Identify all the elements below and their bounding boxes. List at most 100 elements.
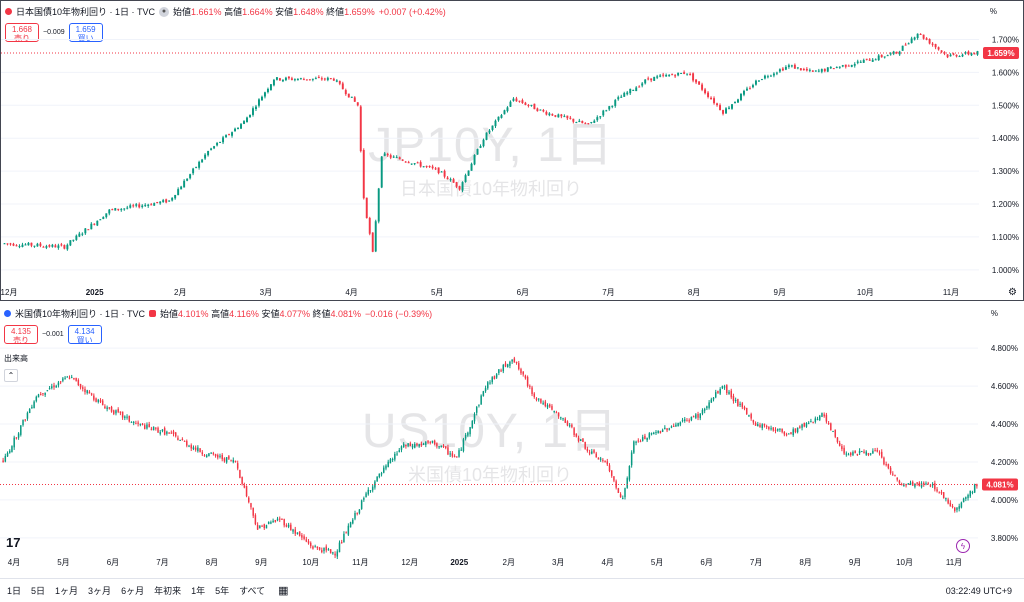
candle-body (805, 422, 808, 427)
candle-body (739, 403, 741, 405)
settings-gear-icon[interactable]: ⚙ (1008, 287, 1017, 298)
flag-marker-icon[interactable] (149, 310, 157, 317)
candle-body (656, 76, 659, 78)
x-axis-label: 11月 (946, 558, 962, 567)
us10y-chart-pane[interactable]: 米国債10年物利回り · 1日 · TVC 始値4.101% 高値4.116% … (0, 303, 1024, 578)
candle-body (148, 424, 150, 428)
range-tab[interactable]: 5日 (31, 586, 46, 596)
pane2-buy-button[interactable]: 4.134 買い (67, 325, 102, 345)
candle-body (252, 108, 254, 115)
range-tab[interactable]: 6ヶ月 (121, 586, 145, 596)
candle-body (369, 490, 372, 492)
candle-body (710, 399, 713, 403)
range-tab[interactable]: 5年 (215, 586, 230, 596)
candle-body (895, 51, 898, 54)
candle-body (57, 382, 60, 386)
lightning-icon[interactable]: ϟ (956, 539, 970, 553)
candle-body (703, 408, 706, 411)
candle-body (571, 424, 573, 428)
candle-body (784, 66, 787, 70)
candle-body (894, 475, 896, 477)
candle-body (934, 44, 937, 48)
pane1-symbol-title[interactable]: 日本国債10年物利回り · 1日 · TVC (16, 7, 156, 17)
candle-body (970, 53, 973, 56)
candle-body (163, 428, 166, 435)
candle-body (345, 532, 347, 534)
candle-body (706, 406, 708, 409)
candle-body (751, 85, 754, 88)
tradingview-logo-icon[interactable]: 17 (6, 535, 21, 550)
pane1-buy-button[interactable]: 1.659 買い (68, 23, 103, 43)
pane2-symbol-title[interactable]: 米国債10年物利回り · 1日 · TVC (15, 309, 146, 319)
candle-body (177, 437, 179, 441)
candle-body (958, 56, 961, 58)
candle-body (425, 165, 428, 167)
candle-body (243, 485, 246, 488)
pane1-unit-label[interactable]: % (989, 7, 997, 16)
candle-body (880, 54, 883, 58)
candle-body (383, 153, 386, 156)
candle-body (535, 398, 538, 400)
candle-body (560, 114, 563, 117)
candle-body (596, 117, 599, 121)
candle-body (458, 450, 460, 457)
candle-body (746, 88, 748, 91)
candle-body (192, 168, 195, 174)
candle-body (511, 359, 513, 362)
candle-body (398, 157, 401, 160)
candle-body (392, 156, 395, 158)
range-tab[interactable]: 年初来 (154, 586, 182, 596)
candle-body (469, 427, 471, 435)
candle-body (443, 170, 446, 177)
eye-icon[interactable]: ● (159, 6, 170, 17)
pane2-unit-label[interactable]: % (990, 309, 998, 318)
candle-body (602, 110, 605, 116)
candle-body (783, 431, 786, 435)
candle-body (599, 116, 602, 118)
candle-body (843, 447, 845, 454)
candle-body (922, 34, 925, 39)
range-tab[interactable]: 3ヶ月 (88, 586, 112, 596)
volume-label[interactable]: 出来高 (4, 354, 28, 363)
x-axis-label: 2025 (450, 558, 468, 567)
clock[interactable]: 03:22:49 UTC+9 (945, 585, 1012, 596)
candle-body (42, 246, 45, 248)
candle-body (121, 411, 124, 418)
candle-body (44, 392, 46, 395)
jp10y-chart-pane[interactable]: 日本国債10年物利回り · 1日 · TVC ● 始値1.661% 高値1.66… (0, 0, 1024, 301)
pane2-trade-box: 4.135 売り −0.001 4.134 買い (4, 325, 102, 345)
candle-body (497, 116, 500, 121)
candle-body (732, 395, 735, 402)
candle-body (626, 478, 628, 488)
candle-body (973, 484, 976, 493)
pane1-ohlc: 始値1.661% 高値1.664% 安値1.648% 終値1.659% (173, 5, 375, 18)
range-tab[interactable]: すべて (239, 586, 266, 596)
candle-body (900, 484, 903, 486)
pane1-sell-button[interactable]: 1.668 売り (5, 23, 39, 43)
candle-body (111, 209, 114, 211)
candle-body (692, 416, 695, 418)
candle-body (850, 64, 853, 67)
range-tab[interactable]: 1ヶ月 (55, 586, 79, 596)
candle-body (93, 395, 95, 400)
candle-body (64, 377, 66, 379)
candle-body (513, 358, 516, 363)
candle-body (690, 416, 693, 421)
calendar-icon[interactable]: ▦ (278, 585, 289, 597)
range-tab[interactable]: 1日 (7, 586, 22, 596)
candle-body (731, 104, 733, 109)
us-flag-icon (4, 310, 11, 317)
pane2-sell-button[interactable]: 4.135 売り (4, 325, 38, 345)
chevron-up-icon[interactable]: ⌃ (4, 369, 18, 382)
candle-body (874, 450, 876, 452)
candle-body (249, 114, 251, 118)
candle-body (332, 78, 335, 81)
candle-body (327, 549, 330, 551)
range-tab[interactable]: 1年 (191, 586, 206, 596)
candle-body (925, 483, 927, 485)
candle-body (159, 432, 161, 434)
x-axis-label: 6月 (517, 288, 529, 297)
candle-body (147, 204, 150, 206)
candle-body (955, 54, 958, 57)
last-price-badge (983, 46, 1019, 59)
